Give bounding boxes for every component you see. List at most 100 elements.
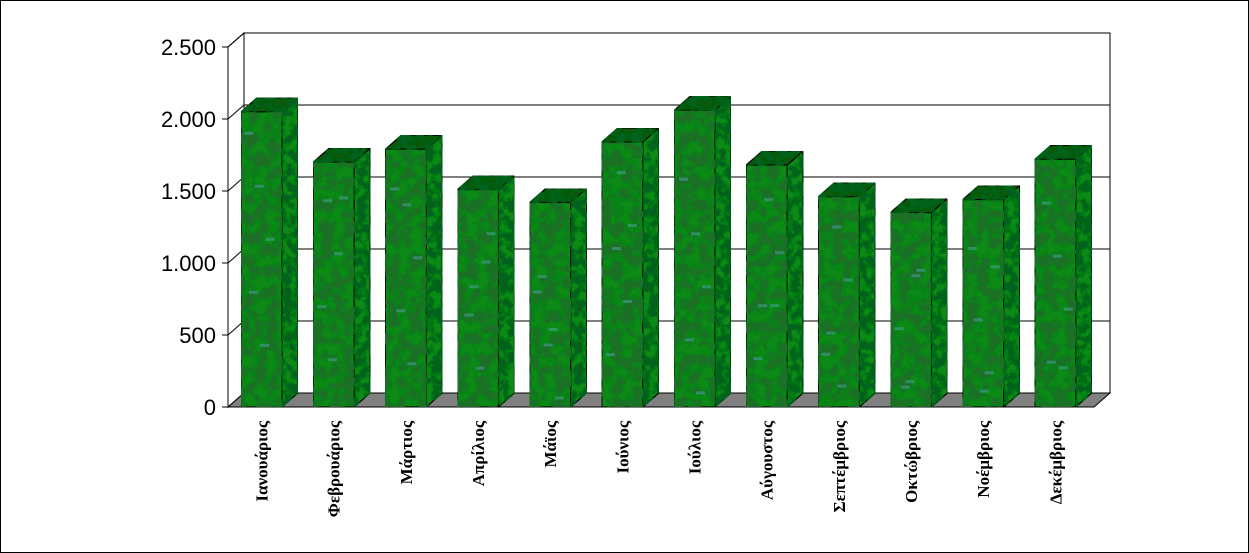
bar-speck xyxy=(1063,307,1073,311)
bar-side xyxy=(930,197,949,409)
bar-side xyxy=(714,95,732,409)
bar-speck xyxy=(616,171,626,175)
bar-side xyxy=(1003,184,1021,409)
bar-front xyxy=(601,141,644,408)
bar xyxy=(239,96,300,409)
bar-front xyxy=(529,201,572,408)
bar-front xyxy=(745,164,788,408)
bar-speck xyxy=(916,268,926,272)
bar xyxy=(816,181,877,409)
bar-speck xyxy=(407,362,417,366)
bar-front xyxy=(817,196,860,408)
bar-speck xyxy=(413,256,423,260)
x-tick-label: Ιούλιος xyxy=(686,420,705,474)
bar-front xyxy=(240,111,283,408)
gridline-side xyxy=(227,32,245,48)
bar-speck xyxy=(770,304,780,308)
bar-speck xyxy=(469,285,479,289)
bar-speck xyxy=(979,389,989,393)
bar-speck xyxy=(537,275,547,279)
bar-speck xyxy=(339,196,349,200)
bar xyxy=(888,197,950,409)
bar-speck xyxy=(1041,201,1051,205)
x-tick-label: Φεβρουάριος xyxy=(325,420,344,517)
bar xyxy=(744,149,805,409)
bar-speck xyxy=(627,224,637,228)
bars xyxy=(239,95,1094,409)
bar xyxy=(383,133,444,409)
x-tick-label: Αύγουστος xyxy=(758,420,777,500)
bar-front xyxy=(312,161,355,408)
bar-speck xyxy=(691,232,700,236)
bar-side xyxy=(353,146,371,409)
bar-top xyxy=(528,187,589,204)
bar-speck xyxy=(486,232,496,236)
y-tick-label: 0 xyxy=(204,395,216,420)
bar-speck xyxy=(1046,360,1056,364)
bar-speck xyxy=(821,352,831,356)
x-tick-label: Οκτώβριος xyxy=(902,420,921,503)
bar-speck xyxy=(685,338,694,342)
bar-speck xyxy=(753,357,763,361)
bar xyxy=(528,187,589,409)
bar-speck xyxy=(464,313,474,317)
bar-speck xyxy=(990,265,1000,269)
bar-front xyxy=(889,212,933,408)
x-tick-label: Νοέμβριος xyxy=(974,420,993,498)
chart-floor xyxy=(226,392,1112,408)
x-tick-label: Δεκέμβριος xyxy=(1046,420,1065,504)
bar-front xyxy=(1034,158,1077,408)
bar-speck xyxy=(543,343,553,347)
bar-speck xyxy=(554,396,564,400)
bar-speck xyxy=(679,177,688,181)
bar-side xyxy=(858,181,876,409)
bar-speck xyxy=(984,371,994,375)
bar-speck xyxy=(334,252,344,256)
bar-speck xyxy=(249,290,258,294)
bar xyxy=(600,126,661,409)
bar-speck xyxy=(328,358,338,362)
bar-side xyxy=(786,149,804,409)
y-tick-label: 1.500 xyxy=(161,179,216,204)
bar-speck xyxy=(622,300,632,304)
bar-speck xyxy=(532,290,542,294)
bar-speck xyxy=(266,237,275,241)
bar xyxy=(455,174,517,409)
bar-speck xyxy=(702,285,711,289)
bar-front xyxy=(962,199,1005,408)
bar-speck xyxy=(967,246,977,250)
gridline-side xyxy=(227,104,245,120)
bar-speck xyxy=(826,331,836,335)
bar-speck xyxy=(317,305,327,309)
bar-front xyxy=(384,148,427,408)
bar-side xyxy=(497,174,516,409)
bar-speck xyxy=(390,187,400,191)
bar-side xyxy=(642,126,660,409)
x-tick-label: Ιανουάριος xyxy=(253,420,272,501)
bar-front xyxy=(456,188,500,408)
x-tick-label: Απρίλιος xyxy=(469,420,488,486)
bar-speck xyxy=(843,278,853,282)
bar-speck xyxy=(605,353,615,357)
bar-front xyxy=(673,109,716,408)
bar-speck xyxy=(481,260,491,264)
bar-speck xyxy=(764,198,774,202)
bar-speck xyxy=(244,131,253,135)
bar-speck xyxy=(402,203,412,207)
bar-side xyxy=(281,96,299,409)
bar-speck xyxy=(696,391,705,395)
bar-top xyxy=(239,97,300,113)
y-axis: 0 500 1.000 1.500 2.000 2.500 xyxy=(161,35,229,420)
bar-top xyxy=(311,147,372,163)
bar xyxy=(672,95,733,409)
bar-speck xyxy=(475,366,485,370)
bar-speck xyxy=(837,384,847,388)
bar-top xyxy=(455,174,517,191)
bar-speck xyxy=(894,327,904,331)
y-tick-label: 2.000 xyxy=(161,107,216,132)
bar-speck xyxy=(973,318,983,322)
bar-speck xyxy=(758,304,768,308)
bar-speck xyxy=(775,251,785,255)
bar-side xyxy=(425,133,443,409)
